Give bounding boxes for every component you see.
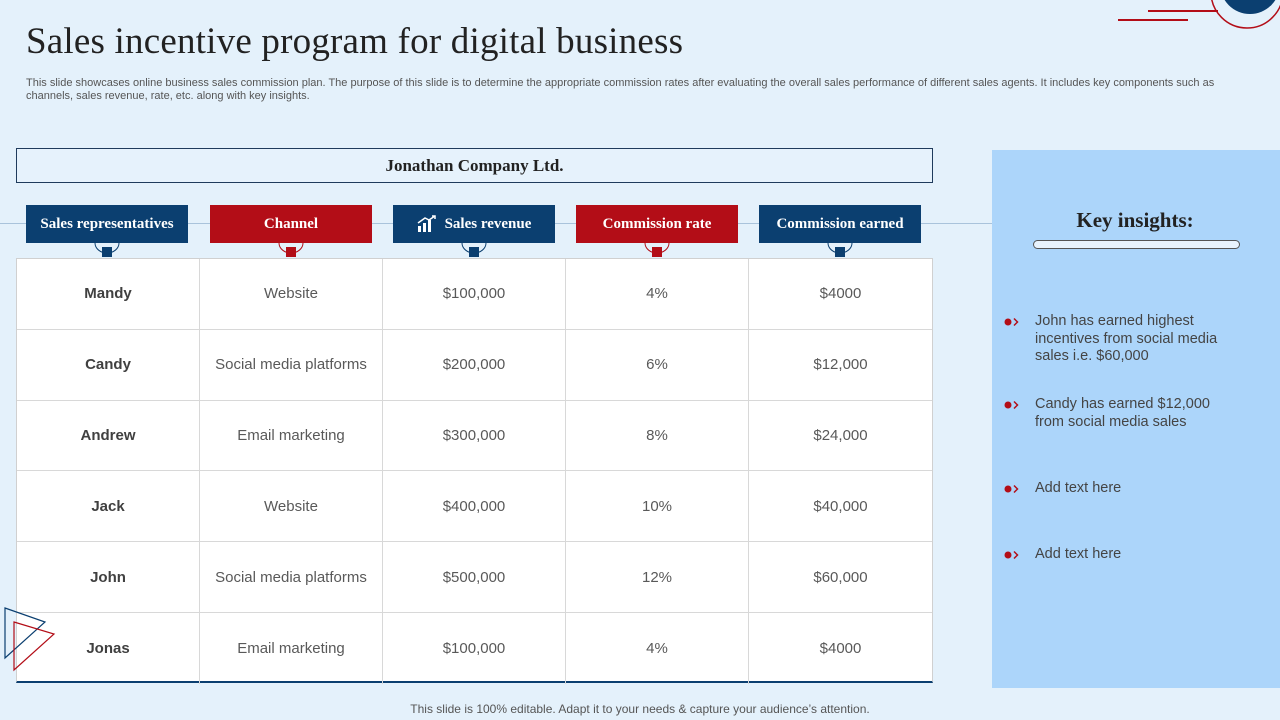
table-row: John Social media platforms $500,000 12%… <box>17 542 932 613</box>
cell-earned: $4000 <box>819 285 862 303</box>
table-row: Candy Social media platforms $200,000 6%… <box>17 329 932 401</box>
insight-item: Add text here <box>1004 546 1264 564</box>
cell-rate: 4% <box>566 259 749 329</box>
header-label: Sales revenue <box>444 215 532 232</box>
cell-rep: John <box>17 542 200 612</box>
cell-channel: Website <box>200 259 383 329</box>
cell-channel: Social media platforms <box>200 542 383 612</box>
insight-item: Candy has earned $12,000 from social med… <box>1004 396 1264 431</box>
header-channel: Channel <box>210 205 372 257</box>
cell-channel: Email marketing <box>200 400 383 471</box>
table-row: Andrew Email marketing $300,000 8% $24,0… <box>17 400 932 472</box>
decorative-corner-graphic <box>1118 0 1280 29</box>
cell-rate: 6% <box>566 329 749 400</box>
header-sales-revenue: Sales revenue <box>393 205 555 257</box>
cell-rate: 10% <box>566 471 749 542</box>
cell-revenue: $100,000 <box>383 612 566 684</box>
cell-rep: Jack <box>17 471 200 542</box>
cell-revenue: $100,000 <box>383 259 566 329</box>
connector-hook-icon <box>278 242 304 257</box>
header-commission-rate: Commission rate <box>576 205 738 257</box>
page-subtitle: This slide showcases online business sal… <box>26 77 1215 102</box>
cell-channel: Social media platforms <box>200 329 383 400</box>
page-title: Sales incentive program for digital busi… <box>26 21 684 62</box>
table-row: Mandy Website $100,000 4% $4000 <box>17 259 932 330</box>
table-header-row: Sales representatives Channel Sales reve… <box>16 205 933 265</box>
connector-hook-icon <box>94 242 120 257</box>
insight-text: Add text here <box>1035 546 1122 562</box>
insight-item: Add text here <box>1004 480 1264 498</box>
cell-rep: Andrew <box>17 400 200 471</box>
cell-earned: $24,000 <box>813 426 868 444</box>
header-label: Channel <box>263 215 319 232</box>
cell-channel: Website <box>200 471 383 542</box>
cell-rate: 12% <box>566 542 749 612</box>
key-insights-title: Key insights: <box>1076 208 1194 232</box>
insight-text: Candy has earned $12,000 from social med… <box>1035 396 1210 430</box>
header-label: Sales representatives <box>40 215 174 232</box>
bullet-arrow-icon <box>1004 400 1019 410</box>
insight-text: John has earned highest incentives from … <box>1035 313 1218 364</box>
cell-revenue: $400,000 <box>383 471 566 542</box>
connector-hook-icon <box>461 242 487 257</box>
bullet-arrow-icon <box>1004 317 1019 327</box>
table-row: Jack Website $400,000 10% $40,000 <box>17 471 932 543</box>
cell-rep: Jonas <box>17 612 200 684</box>
cell-earned: $12,000 <box>813 356 868 374</box>
cell-revenue: $500,000 <box>383 542 566 612</box>
header-label: Commission rate <box>602 215 712 232</box>
title-underline-bar <box>1033 240 1240 249</box>
cell-earned: $60,000 <box>813 568 868 586</box>
cell-channel: Email marketing <box>200 612 383 684</box>
connector-hook-icon <box>827 242 853 257</box>
header-commission-earned: Commission earned <box>759 205 921 257</box>
insight-item: John has earned highest incentives from … <box>1004 313 1264 366</box>
cell-rate: 8% <box>566 400 749 471</box>
cell-rep: Mandy <box>17 259 200 329</box>
table-row: Jonas Email marketing $100,000 4% $4000 <box>17 612 932 684</box>
cell-rate: 4% <box>566 612 749 684</box>
header-label: Commission earned <box>776 215 904 232</box>
connector-hook-icon <box>644 242 670 257</box>
bullet-arrow-icon <box>1004 484 1019 494</box>
key-insights-panel: Key insights: John has earned highest in… <box>992 150 1280 688</box>
bullet-arrow-icon <box>1004 550 1019 560</box>
cell-earned: $40,000 <box>813 497 868 515</box>
header-sales-representatives: Sales representatives <box>26 205 188 257</box>
cell-revenue: $300,000 <box>383 400 566 471</box>
cell-revenue: $200,000 <box>383 329 566 400</box>
commission-table: Mandy Website $100,000 4% $4000 Candy So… <box>16 258 933 684</box>
company-name-box: Jonathan Company Ltd. <box>16 148 933 183</box>
decorative-triangles <box>4 607 56 672</box>
cell-rep: Candy <box>17 329 200 400</box>
insight-text: Add text here <box>1035 480 1122 496</box>
cell-earned: $4000 <box>819 639 862 657</box>
growth-chart-icon <box>417 215 436 232</box>
footer-note: This slide is 100% editable. Adapt it to… <box>410 702 870 716</box>
